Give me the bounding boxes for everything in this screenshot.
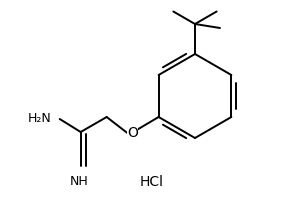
Text: NH: NH: [69, 174, 88, 187]
Text: H₂N: H₂N: [28, 111, 52, 124]
Text: O: O: [127, 125, 138, 139]
Text: HCl: HCl: [140, 174, 164, 188]
